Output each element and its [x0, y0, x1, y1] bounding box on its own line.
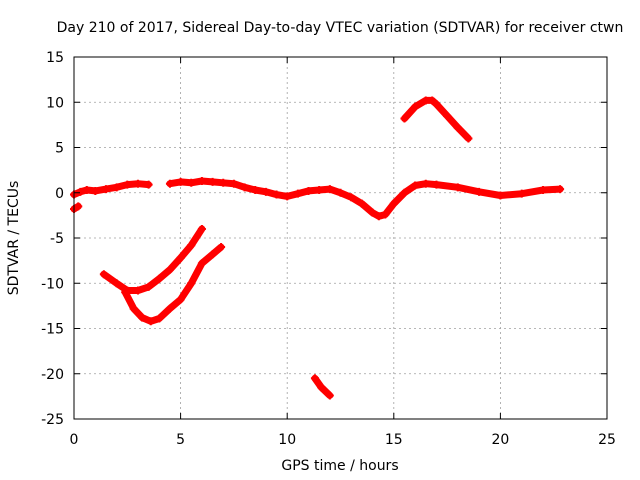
x-tick-label: 10 — [278, 432, 296, 448]
y-tick-label: -25 — [41, 412, 64, 428]
data-point — [325, 185, 334, 194]
data-point — [99, 270, 108, 279]
data-point — [357, 199, 366, 208]
data-point — [208, 250, 217, 259]
x-tick-label: 5 — [176, 432, 185, 448]
series-path-6 — [401, 96, 472, 142]
data-point — [443, 111, 452, 120]
data-point — [165, 304, 174, 313]
data-point — [315, 186, 324, 195]
data-point — [101, 185, 110, 194]
data-point — [144, 180, 153, 189]
data-point — [219, 178, 228, 187]
series-path-5 — [121, 243, 225, 325]
data-point — [411, 181, 420, 190]
data-point — [381, 210, 390, 219]
y-tick-label: -10 — [41, 276, 64, 292]
data-point — [389, 199, 398, 208]
data-point — [121, 288, 130, 297]
data-point — [123, 180, 132, 189]
data-point — [91, 186, 100, 195]
data-point — [317, 383, 326, 392]
data-point — [453, 183, 462, 192]
data-point — [144, 282, 153, 291]
data-point — [411, 102, 420, 111]
data-point — [240, 183, 249, 192]
data-point — [496, 191, 505, 200]
data-point — [400, 188, 409, 197]
data-point — [374, 212, 383, 221]
data-point — [133, 179, 142, 188]
x-tick-label: 25 — [598, 432, 616, 448]
data-point — [208, 177, 217, 186]
data-point — [464, 134, 473, 143]
data-point — [310, 374, 319, 383]
data-point — [176, 295, 185, 304]
data-point — [453, 123, 462, 132]
data-point — [293, 189, 302, 198]
y-axis-label: SDTVAR / TECUs — [6, 181, 22, 296]
data-point — [165, 265, 174, 274]
series-path-3 — [166, 177, 564, 220]
data-point — [475, 187, 484, 196]
data-point — [347, 193, 356, 202]
data-point — [556, 185, 565, 194]
data-point — [146, 317, 155, 326]
data-point — [129, 304, 138, 313]
data-point — [176, 253, 185, 262]
y-tick-label: 15 — [46, 50, 64, 66]
data-point — [82, 186, 91, 195]
data-point — [432, 180, 441, 189]
y-tick-label: 10 — [46, 95, 64, 111]
data-point — [261, 187, 270, 196]
data-point — [336, 188, 345, 197]
data-point — [217, 243, 226, 252]
data-point — [539, 186, 548, 195]
y-tick-label: 0 — [55, 186, 64, 202]
chart-title: Day 210 of 2017, Sidereal Day-to-day VTE… — [57, 20, 624, 36]
y-tick-label: -15 — [41, 322, 64, 338]
x-tick-label: 20 — [491, 432, 509, 448]
y-tick-label: 5 — [55, 141, 64, 157]
x-tick-label: 0 — [70, 432, 79, 448]
data-point — [76, 187, 85, 196]
x-axis-label: GPS time / hours — [281, 458, 398, 474]
data-series — [70, 96, 565, 400]
data-point — [187, 178, 196, 187]
data-point — [517, 189, 526, 198]
grid — [74, 57, 607, 419]
data-point — [428, 96, 437, 105]
data-point — [283, 192, 292, 201]
data-point — [325, 391, 334, 400]
data-point — [155, 274, 164, 283]
data-point — [251, 186, 260, 195]
data-point — [197, 224, 206, 233]
data-point — [187, 241, 196, 250]
data-point — [368, 208, 377, 217]
data-point — [197, 176, 206, 185]
data-point — [133, 286, 142, 295]
x-tick-label: 15 — [385, 432, 403, 448]
data-point — [74, 202, 83, 211]
data-point — [432, 100, 441, 109]
data-point — [138, 313, 147, 322]
data-point — [165, 179, 174, 188]
y-tick-label: -20 — [41, 367, 64, 383]
data-point — [229, 179, 238, 188]
data-point — [304, 186, 313, 195]
data-point — [197, 259, 206, 268]
series-path-4 — [100, 225, 206, 294]
axis-ticks: 0 5 10 15 20 25 -25 -20 -15 -10 -5 0 5 10 15 — [41, 50, 616, 448]
data-point — [187, 279, 196, 288]
data-point — [421, 179, 430, 188]
data-point — [400, 114, 409, 123]
y-tick-label: -5 — [50, 231, 64, 247]
data-point — [112, 279, 121, 288]
data-point — [155, 314, 164, 323]
data-point — [176, 177, 185, 186]
data-point — [112, 183, 121, 192]
data-point — [272, 190, 281, 199]
